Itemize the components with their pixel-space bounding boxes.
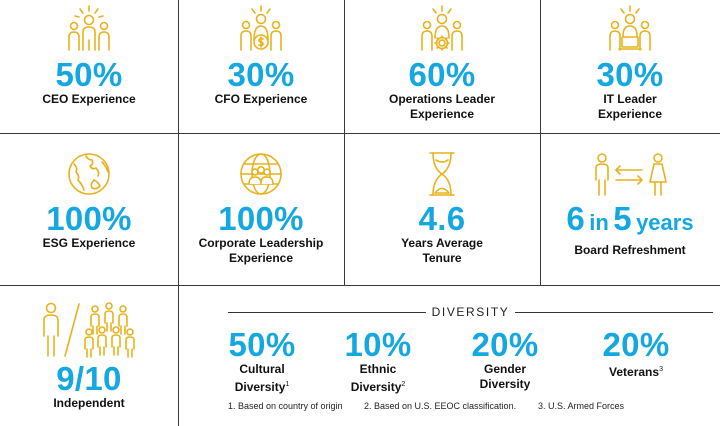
footnote-3: 3. U.S. Armed Forces (538, 401, 625, 411)
grid-divider (540, 0, 541, 285)
stat-value: 30% (596, 56, 664, 93)
globe-people-icon (178, 150, 344, 198)
grid-divider (0, 133, 720, 134)
diversity-ethnic: 10% Ethnic Diversity2 (328, 328, 428, 395)
refresh-in: in (589, 210, 609, 235)
stat-label: Gender Diversity (455, 362, 555, 392)
diversity-title-text: DIVERSITY (425, 305, 516, 319)
label-line1: Veterans (609, 365, 660, 379)
footnote-marker: 1 (285, 381, 290, 388)
board-refresh-icon (540, 150, 720, 198)
stat-label: Independent (53, 396, 125, 410)
label-line2: Diversity (234, 380, 286, 394)
label-line1: Cultural (239, 362, 285, 376)
grid-divider (178, 0, 179, 426)
label-line1: Gender (483, 362, 526, 376)
footnote-2: 2. Based on U.S. EEOC classification. (364, 401, 517, 411)
stat-average-tenure: 4.6 Years Average Tenure (344, 150, 540, 266)
stat-value: 4.6 (418, 200, 466, 237)
diversity-title: DIVERSITY (228, 305, 713, 319)
globe-icon (0, 150, 178, 198)
people-finance-icon (178, 4, 344, 52)
grid-divider (0, 285, 720, 286)
stat-label: ESG Experience (42, 236, 136, 250)
people-operations-icon (344, 4, 540, 52)
stat-esg-experience: 100% ESG Experience (0, 150, 178, 251)
stat-value: 20% (602, 326, 670, 363)
stat-label: Veterans3 (586, 362, 686, 380)
stat-label: Ethnic Diversity2 (328, 362, 428, 395)
stat-label: Years Average Tenure (401, 236, 483, 265)
diversity-gender: 20% Gender Diversity (455, 328, 555, 392)
footnote-marker: 3 (659, 366, 663, 373)
stat-ceo-experience: 50% CEO Experience (0, 4, 178, 107)
stat-independent: 9/10 Independent (0, 300, 178, 411)
stat-corporate-leadership: 100% Corporate Leadership Experience (178, 150, 344, 266)
stat-value: 6 in 5 years (540, 202, 720, 243)
stat-value: 100% (218, 200, 304, 237)
stat-value: 50% (228, 326, 296, 363)
label-line1: Ethnic (359, 362, 397, 376)
independent-people-icon (0, 300, 178, 360)
stat-label: CFO Experience (214, 92, 308, 106)
footnote-marker: 2 (401, 381, 406, 388)
stat-value: 100% (46, 200, 132, 237)
stat-label: CEO Experience (42, 92, 136, 106)
footnote-1: 1. Based on country of origin (228, 401, 343, 411)
hourglass-icon (344, 150, 540, 198)
people-leader-icon (0, 4, 178, 52)
refresh-years-number: 5 (613, 200, 632, 237)
diversity-heading: DIVERSITY (228, 305, 713, 319)
diversity-cultural: 50% Cultural Diversity1 (212, 328, 312, 395)
stat-value: 9/10 (56, 360, 122, 397)
stat-it-experience: 30% IT Leader Experience (540, 4, 720, 122)
stat-value: 30% (227, 56, 295, 93)
diversity-veterans: 20% Veterans3 (586, 328, 686, 380)
stat-value: 60% (408, 56, 476, 93)
stat-value: 10% (344, 326, 412, 363)
stat-board-refreshment: 6 in 5 years Board Refreshment (540, 150, 720, 258)
stat-cfo-experience: 30% CFO Experience (178, 4, 344, 107)
stat-value: 50% (55, 56, 123, 93)
stat-label: Operations Leader Experience (388, 92, 496, 121)
refresh-count: 6 (566, 200, 585, 237)
label-line2: Diversity (479, 377, 531, 391)
grid-divider (344, 0, 345, 285)
stat-operations-experience: 60% Operations Leader Experience (344, 4, 540, 122)
label-line2: Diversity (350, 380, 402, 394)
stat-label: Corporate Leadership Experience (198, 236, 324, 265)
people-it-icon (540, 4, 720, 52)
stat-label: Cultural Diversity1 (212, 362, 312, 395)
stat-value: 20% (471, 326, 539, 363)
stat-label: Board Refreshment (574, 243, 686, 257)
stat-label: IT Leader Experience (597, 92, 663, 121)
refresh-years-unit: years (636, 210, 694, 235)
